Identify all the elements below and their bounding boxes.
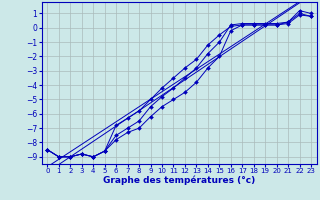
X-axis label: Graphe des températures (°c): Graphe des températures (°c)	[103, 176, 255, 185]
